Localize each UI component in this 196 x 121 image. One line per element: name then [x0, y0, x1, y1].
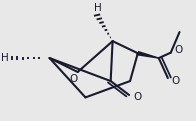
- Polygon shape: [137, 52, 159, 58]
- Text: O: O: [172, 76, 180, 86]
- Text: O: O: [134, 92, 142, 102]
- Text: O: O: [70, 74, 78, 84]
- Text: O: O: [174, 45, 183, 55]
- Text: H: H: [1, 53, 8, 63]
- Text: H: H: [94, 3, 101, 13]
